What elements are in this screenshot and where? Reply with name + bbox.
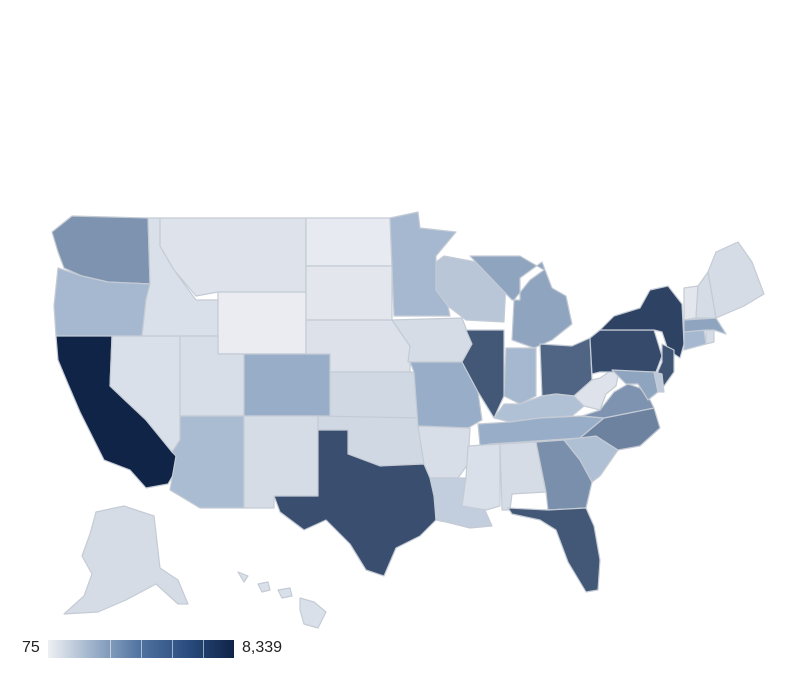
state-rhode-island[interactable]	[705, 329, 715, 345]
state-new-mexico[interactable]	[243, 415, 319, 509]
state-hawaii[interactable]	[237, 571, 327, 629]
state-kansas[interactable]	[329, 371, 419, 419]
state-mississippi[interactable]	[461, 443, 501, 511]
state-new-york[interactable]	[599, 285, 685, 359]
legend-tick	[203, 640, 204, 658]
legend-min-label: 75	[22, 639, 40, 656]
legend-tick	[110, 640, 111, 658]
legend-tick	[141, 640, 142, 658]
legend-tick	[172, 640, 173, 658]
state-colorado[interactable]	[243, 353, 331, 417]
legend-max-label: 8,339	[242, 639, 283, 656]
state-wyoming[interactable]	[217, 291, 307, 355]
state-massachusetts[interactable]	[683, 317, 727, 335]
state-west-virginia[interactable]	[573, 369, 619, 411]
state-connecticut[interactable]	[683, 329, 707, 351]
state-florida[interactable]	[507, 507, 601, 593]
legend-gradient-bar	[48, 640, 234, 658]
state-north-dakota[interactable]	[305, 217, 393, 267]
state-south-dakota[interactable]	[305, 265, 393, 321]
state-alaska[interactable]	[63, 505, 189, 615]
state-michigan[interactable]	[469, 255, 573, 349]
state-delaware[interactable]	[653, 371, 665, 393]
state-texas[interactable]	[273, 429, 437, 577]
state-arizona[interactable]	[169, 415, 245, 509]
state-indiana[interactable]	[503, 347, 537, 405]
color-legend: 75 8,339	[22, 636, 322, 662]
state-maine[interactable]	[707, 241, 765, 319]
state-illinois[interactable]	[461, 329, 505, 419]
state-pennsylvania[interactable]	[589, 329, 663, 375]
